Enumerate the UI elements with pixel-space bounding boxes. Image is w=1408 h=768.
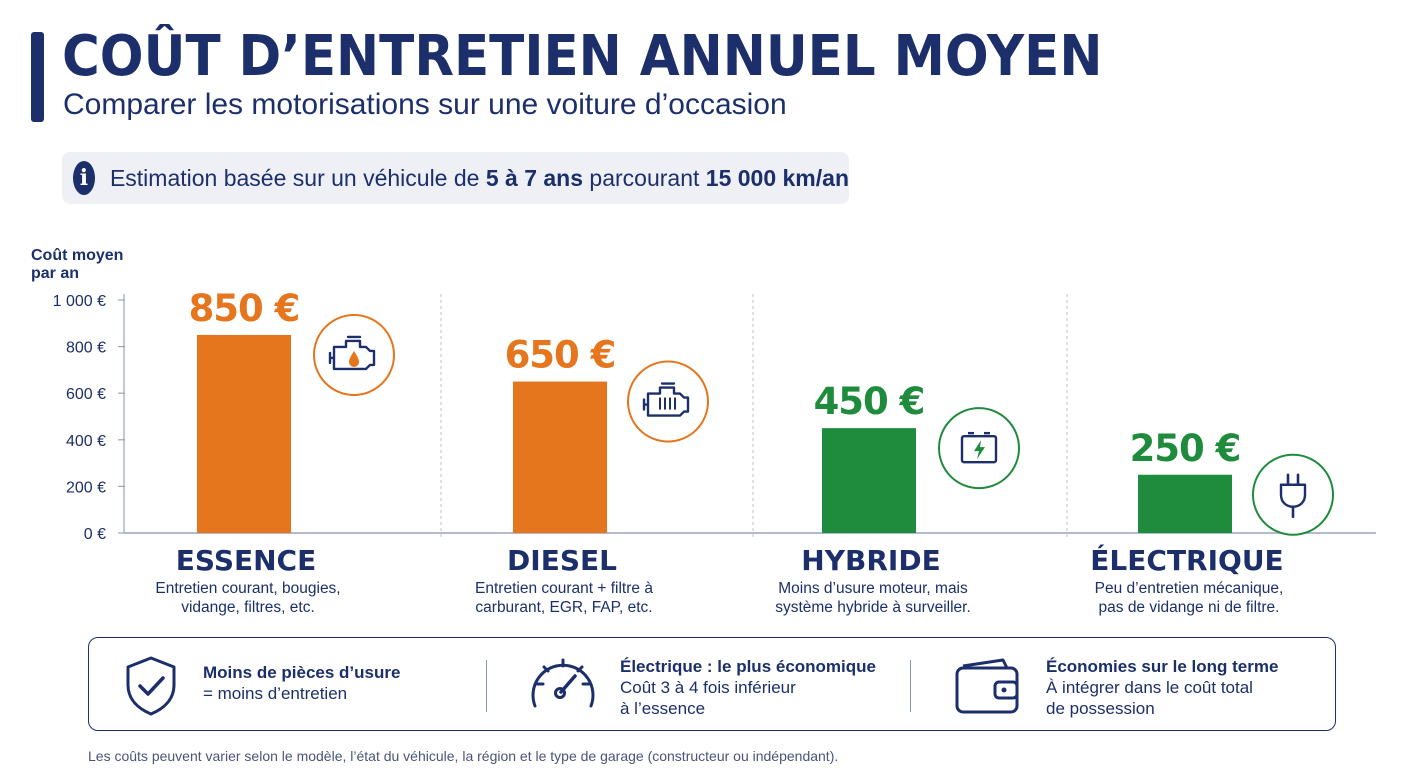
info-text: Estimation basée sur un véhicule de 5 à … (110, 165, 849, 192)
y-axis-label: par an (31, 265, 79, 282)
category-description: Entretien courant, bougies, (155, 580, 340, 597)
page-subtitle: Comparer les motorisations sur une voitu… (63, 88, 787, 121)
plug-icon (1252, 453, 1334, 536)
y-tick-label: 800 € (66, 340, 106, 357)
bar-essence (197, 334, 291, 533)
info-text-2: parcourant (583, 164, 706, 191)
category-description: Moins d’usure moteur, mais (778, 580, 968, 597)
key-point-parts: Moins de pièces d’usure = moins d’entret… (89, 638, 489, 730)
category-description: Peu d’entretien mécanique, (1095, 580, 1284, 597)
y-axis-label: Coût moyen (31, 247, 123, 264)
divider (486, 660, 487, 712)
value-label: 650 € (505, 334, 616, 377)
diesel-engine-icon (627, 360, 709, 443)
page-title: COÛT D’ENTRETIEN ANNUEL MOYEN (62, 24, 1103, 89)
key-point-title: Moins de pièces d’usure (203, 663, 401, 682)
key-point-savings: Économies sur le long terme À intégrer d… (929, 638, 1329, 730)
divider (910, 660, 911, 712)
key-point-line: à l’essence (620, 699, 706, 718)
bar-diesel (513, 381, 607, 533)
key-point-electric: Électrique : le plus économique Coût 3 à… (509, 638, 909, 730)
key-point-line: de possession (1046, 699, 1155, 718)
category-description: Entretien courant + filtre à (475, 580, 653, 597)
info-icon: i (73, 161, 95, 195)
category-label: ESSENCE (176, 544, 316, 577)
info-bold-2: 15 000 km/an (705, 164, 849, 191)
wallet-icon (955, 658, 1019, 714)
category-description: carburant, EGR, FAP, etc. (475, 599, 652, 616)
category-description: pas de vidange ni de filtre. (1099, 599, 1280, 616)
footnote: Les coûts peuvent varier selon le modèle… (88, 748, 839, 764)
key-point-parts-text: Moins de pièces d’usure = moins d’entret… (203, 662, 400, 704)
info-banner: i Estimation basée sur un véhicule de 5 … (62, 152, 849, 204)
key-points-panel: Moins de pièces d’usure = moins d’entret… (88, 637, 1336, 731)
value-label: 450 € (814, 380, 925, 423)
key-point-line: = moins d’entretien (203, 684, 348, 703)
bar-électrique (1138, 474, 1232, 533)
gauge-icon (531, 658, 595, 708)
y-tick-label: 200 € (66, 479, 106, 496)
category-label: HYBRIDE (801, 544, 940, 577)
y-tick-label: 600 € (66, 386, 106, 403)
key-point-savings-text: Économies sur le long terme À intégrer d… (1046, 656, 1278, 719)
battery-icon (938, 407, 1020, 490)
value-label: 850 € (189, 287, 300, 330)
engine-oil-icon (313, 313, 395, 396)
y-tick-label: 1 000 € (53, 293, 106, 310)
key-point-title: Électrique : le plus économique (620, 657, 876, 676)
key-point-title: Économies sur le long terme (1046, 657, 1279, 676)
key-point-line: À intégrer dans le coût total (1046, 678, 1253, 697)
value-label: 250 € (1130, 427, 1241, 470)
shield-check-icon (126, 656, 176, 716)
info-bold-1: 5 à 7 ans (485, 164, 584, 191)
title-accent-bar (31, 32, 44, 122)
key-point-line: Coût 3 à 4 fois inférieur (620, 678, 796, 697)
y-tick-label: 0 € (84, 526, 106, 543)
key-point-electric-text: Électrique : le plus économique Coût 3 à… (620, 656, 876, 719)
category-description: vidange, filtres, etc. (181, 599, 315, 616)
bar-hybride (822, 428, 916, 533)
y-tick-label: 400 € (66, 433, 106, 450)
category-description: système hybride à surveiller. (775, 599, 971, 616)
info-text-1: Estimation basée sur un véhicule de (109, 164, 486, 191)
category-label: ÉLECTRIQUE (1090, 543, 1283, 577)
category-label: DIESEL (507, 544, 617, 577)
